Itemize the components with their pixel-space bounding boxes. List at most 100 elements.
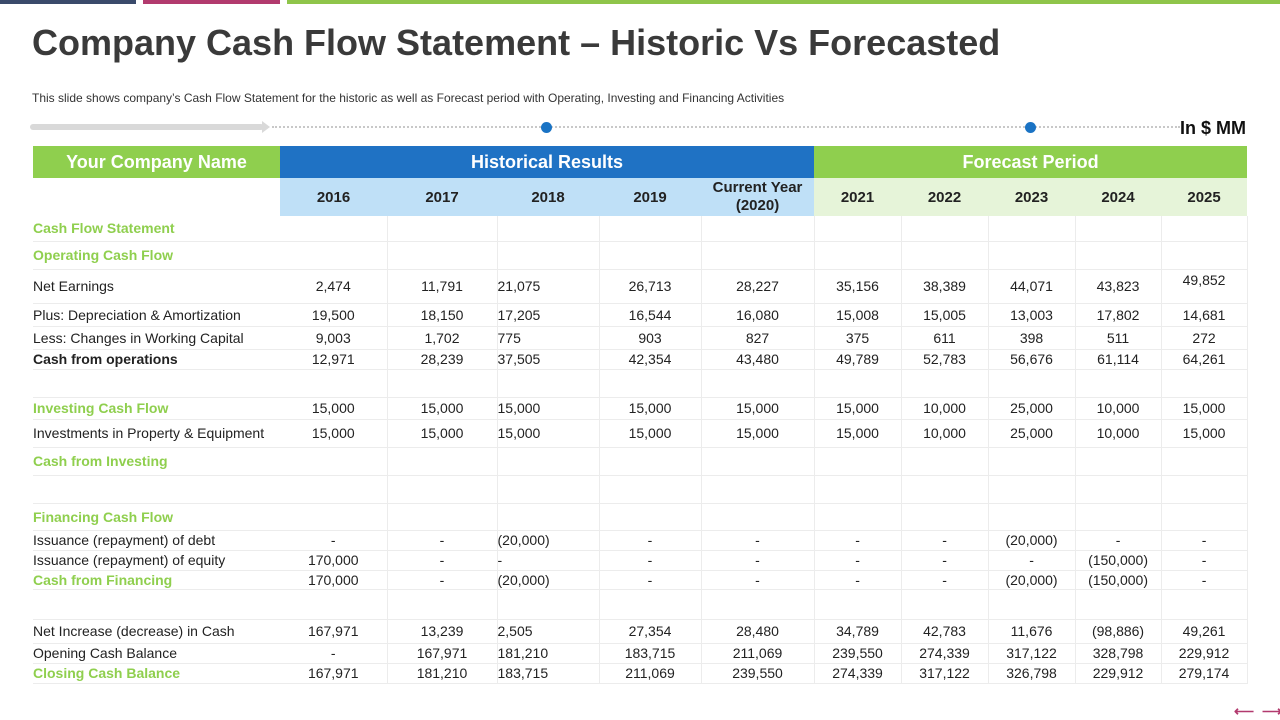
row-value-cell: - xyxy=(599,550,702,571)
row-value-cell: 11,791 xyxy=(387,269,498,304)
row-value-cell: 272 xyxy=(1161,326,1248,350)
header-forecast-period: Forecast Period xyxy=(814,146,1248,178)
row-value-cell: 317,122 xyxy=(988,643,1076,664)
row-value-cell: (20,000) xyxy=(988,570,1076,590)
row-value-cell xyxy=(701,241,815,270)
row-label xyxy=(33,589,280,620)
row-value-cell: 511 xyxy=(1075,326,1162,350)
row-value-cell: - xyxy=(280,643,388,664)
row-value-cell: 10,000 xyxy=(1075,397,1162,420)
row-value-cell xyxy=(280,475,388,504)
row-value-cell: 25,000 xyxy=(988,397,1076,420)
row-value-cell xyxy=(1161,589,1248,620)
row-value-cell: - xyxy=(901,570,989,590)
timeline-arrow-icon xyxy=(262,121,270,133)
row-value-cell: 239,550 xyxy=(701,663,815,684)
table-row: Cash from Financing 170,000- (20,000) - - - -(… xyxy=(33,570,1248,590)
row-label: Cash from Financing xyxy=(33,570,280,590)
row-value-cell: 15,005 xyxy=(901,303,989,327)
table-row: Opening Cash Balance -167,971 181,210 183,7… xyxy=(33,643,1248,664)
row-value-cell: 326,798 xyxy=(988,663,1076,684)
row-value-cell: 211,069 xyxy=(599,663,702,684)
row-value-cell: - xyxy=(901,550,989,571)
row-value-cell xyxy=(814,241,902,270)
timeline-node-historic xyxy=(541,122,552,133)
row-value-cell: 167,971 xyxy=(387,643,498,664)
row-value-cell: 42,354 xyxy=(599,349,702,370)
row-value-cell: 279,174 xyxy=(1161,663,1248,684)
row-value-cell xyxy=(387,216,498,242)
row-value-cell: 211,069 xyxy=(701,643,815,664)
row-label: Cash from operations xyxy=(33,349,280,370)
row-value-cell xyxy=(387,475,498,504)
unit-label: In $ MM xyxy=(1180,118,1246,138)
row-value-cell: 42,783 xyxy=(901,619,989,644)
row-label xyxy=(33,369,280,398)
row-value-cell xyxy=(1161,475,1248,504)
table-row: Issuance (repayment) of equity 170,000- - -… xyxy=(33,550,1248,571)
row-value-cell: 18,150 xyxy=(387,303,498,327)
table-row: Net Earnings 2,474 11,791 21,075 26,713 28,22… xyxy=(33,269,1248,304)
header-year-blank xyxy=(33,178,280,216)
timeline-node-forecast xyxy=(1025,122,1036,133)
row-value-cell: 15,000 xyxy=(280,397,388,420)
row-value-cell: 64,261 xyxy=(1161,349,1248,370)
row-value-cell xyxy=(701,503,815,531)
row-value-cell xyxy=(988,216,1076,242)
row-value-cell: 903 xyxy=(599,326,702,350)
row-value-cell: 10,000 xyxy=(901,419,989,448)
row-value-cell xyxy=(280,369,388,398)
row-value-cell: - xyxy=(599,570,702,590)
header-current-year-line2: (2020) xyxy=(735,197,780,214)
next-slide-arrow-icon[interactable]: ⟶ xyxy=(1262,703,1280,719)
row-value-cell xyxy=(901,589,989,620)
row-label: Less: Changes in Working Capital xyxy=(33,326,280,350)
row-value-cell: 26,713 xyxy=(599,269,702,304)
row-value-cell: 25,000 xyxy=(988,419,1076,448)
row-value-cell xyxy=(814,216,902,242)
row-label: Issuance (repayment) of debt xyxy=(33,530,280,551)
row-value-cell xyxy=(280,589,388,620)
row-value-cell: (150,000) xyxy=(1075,550,1162,571)
row-value-cell: 14,681 xyxy=(1161,303,1248,327)
row-value-cell xyxy=(988,589,1076,620)
row-label: Investments in Property & Equipment xyxy=(33,419,280,448)
prev-slide-arrow-icon[interactable]: ⟵ xyxy=(1234,703,1255,719)
row-label: Cash from Investing xyxy=(33,447,280,476)
row-value-cell xyxy=(599,369,702,398)
row-label: Net Increase (decrease) in Cash xyxy=(33,619,280,644)
row-value-cell: 181,210 xyxy=(387,663,498,684)
row-value-cell: 2,505 xyxy=(497,619,600,644)
header-current-year-line1: Current Year xyxy=(712,179,803,196)
row-label: Investing Cash Flow xyxy=(33,397,280,420)
row-value-cell xyxy=(1075,369,1162,398)
row-value-cell: 15,000 xyxy=(814,397,902,420)
row-value-cell xyxy=(901,216,989,242)
row-value-cell: - xyxy=(701,570,815,590)
row-value-cell: 28,239 xyxy=(387,349,498,370)
row-value-cell xyxy=(280,241,388,270)
table-row: Cash from operations 12,971 28,239 37,505 42… xyxy=(33,349,1248,370)
table-row: Investments in Property & Equipment 15,00… xyxy=(33,419,1248,448)
row-label: Closing Cash Balance xyxy=(33,663,280,684)
row-value-cell xyxy=(280,503,388,531)
row-value-cell: 15,000 xyxy=(701,419,815,448)
row-value-cell xyxy=(814,503,902,531)
row-value-cell: 11,676 xyxy=(988,619,1076,644)
row-value-cell: - xyxy=(701,530,815,551)
header-year-2019: 2019 xyxy=(599,178,701,216)
row-value-cell: 229,912 xyxy=(1161,643,1248,664)
row-value-cell: 43,823 xyxy=(1075,269,1162,304)
row-value-cell: 43,480 xyxy=(701,349,815,370)
row-value-cell xyxy=(1075,503,1162,531)
row-value-cell: - xyxy=(814,530,902,551)
row-value-cell: 28,227 xyxy=(701,269,815,304)
row-value-cell: - xyxy=(387,550,498,571)
row-value-cell: 9,003 xyxy=(280,326,388,350)
row-value-cell: 16,080 xyxy=(701,303,815,327)
row-value-cell: 611 xyxy=(901,326,989,350)
row-value-cell xyxy=(1161,503,1248,531)
top-accent-bar-green xyxy=(287,0,1280,4)
row-value-cell xyxy=(599,216,702,242)
row-value-cell xyxy=(1075,589,1162,620)
